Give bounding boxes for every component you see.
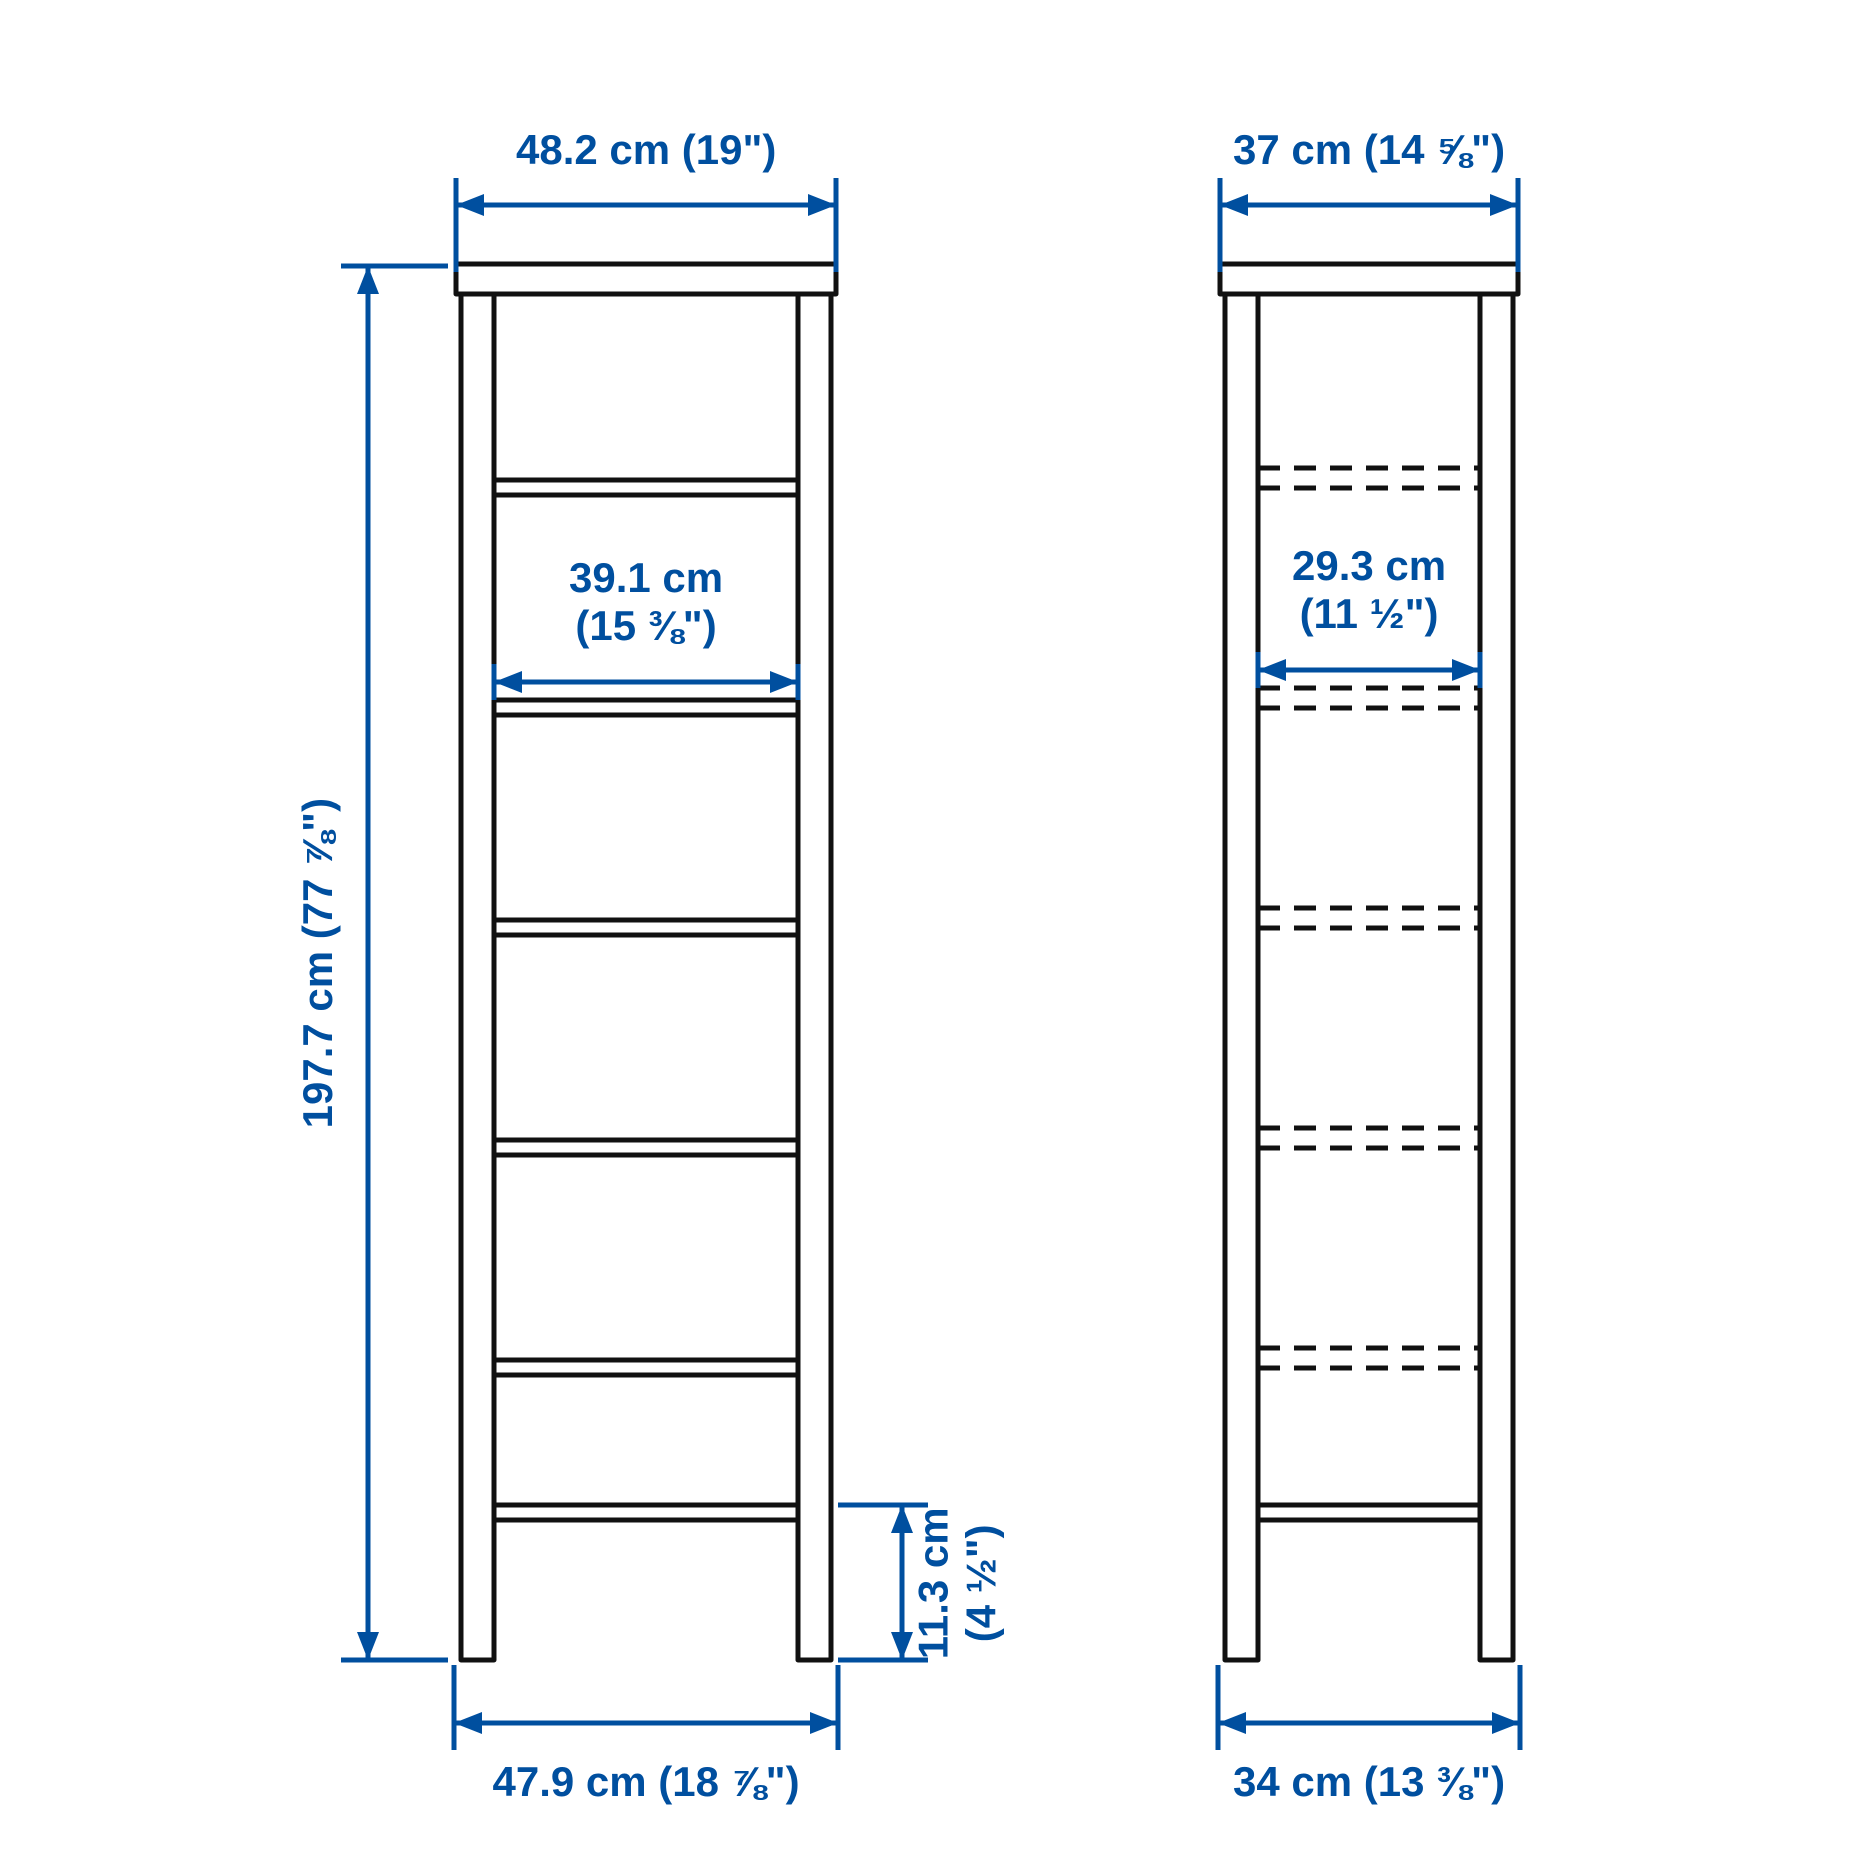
dim-side-top: 37 cm (14 ⅝") — [1233, 126, 1505, 174]
dim-clearance: 11.3 cm(4 ½") — [910, 1507, 1007, 1659]
dim-height: 197.7 cm (77 ⅞") — [294, 798, 342, 1128]
dim-front-foot: 47.9 cm (18 ⅞") — [493, 1758, 800, 1806]
diagram-stage: 48.2 cm (19") 37 cm (14 ⅝") 197.7 cm (77… — [0, 0, 1860, 1860]
dim-side-inner: 29.3 cm(11 ½") — [1292, 542, 1446, 639]
dim-side-foot: 34 cm (13 ⅜") — [1233, 1758, 1505, 1806]
dim-front-top: 48.2 cm (19") — [516, 126, 776, 174]
dim-front-inner: 39.1 cm(15 ⅜") — [569, 554, 723, 651]
